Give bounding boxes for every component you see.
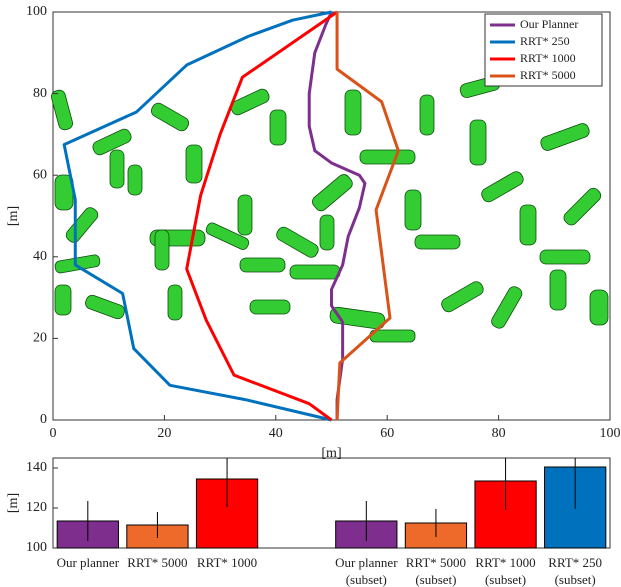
y-tick-label: 100 [26,4,47,19]
x-tick-label: RRT* 1000 [475,555,535,570]
x-tick-label: 20 [157,426,171,441]
x-tick-label: (subset) [555,572,596,587]
legend-label: RRT* 5000 [520,68,576,82]
x-tick-label: RRT* 1000 [197,555,257,570]
y-tick-label: 0 [40,412,47,427]
x-tick-label: 0 [50,426,57,441]
x-tick-label: (subset) [346,572,387,587]
x-tick-label: Our planner [335,555,398,570]
y-tick-label: 80 [33,86,47,101]
y-axis-label: [m] [6,206,21,226]
y-tick-label: 60 [33,167,47,182]
x-tick-label: (subset) [485,572,526,587]
x-tick-label: 100 [600,426,621,441]
y-axis-label: [m] [6,493,21,513]
y-tick-label: 20 [33,331,47,346]
y-tick-label: 140 [26,460,47,475]
y-tick-label: 100 [26,540,47,555]
figure: 0 20 40 60 80 100 0 20 40 60 80 100 [m] [m] Our Planne… [0,0,621,587]
x-tick-label: 60 [380,426,394,441]
y-tick-label: 120 [26,500,47,515]
x-tick-label: RRT* 250 [548,555,602,570]
legend-label: RRT* 1000 [520,51,576,65]
legend-label: RRT* 250 [520,34,570,48]
x-tick-label: (subset) [415,572,456,587]
y-tick-label: 40 [33,249,47,264]
x-tick-label: 80 [492,426,506,441]
legend-label: Our Planner [520,17,578,31]
x-tick-label: Our planner [57,555,120,570]
x-tick-label: RRT* 5000 [406,555,466,570]
x-tick-label: 40 [269,426,283,441]
x-tick-label: RRT* 5000 [127,555,187,570]
x-axis-label: [m] [321,446,341,461]
